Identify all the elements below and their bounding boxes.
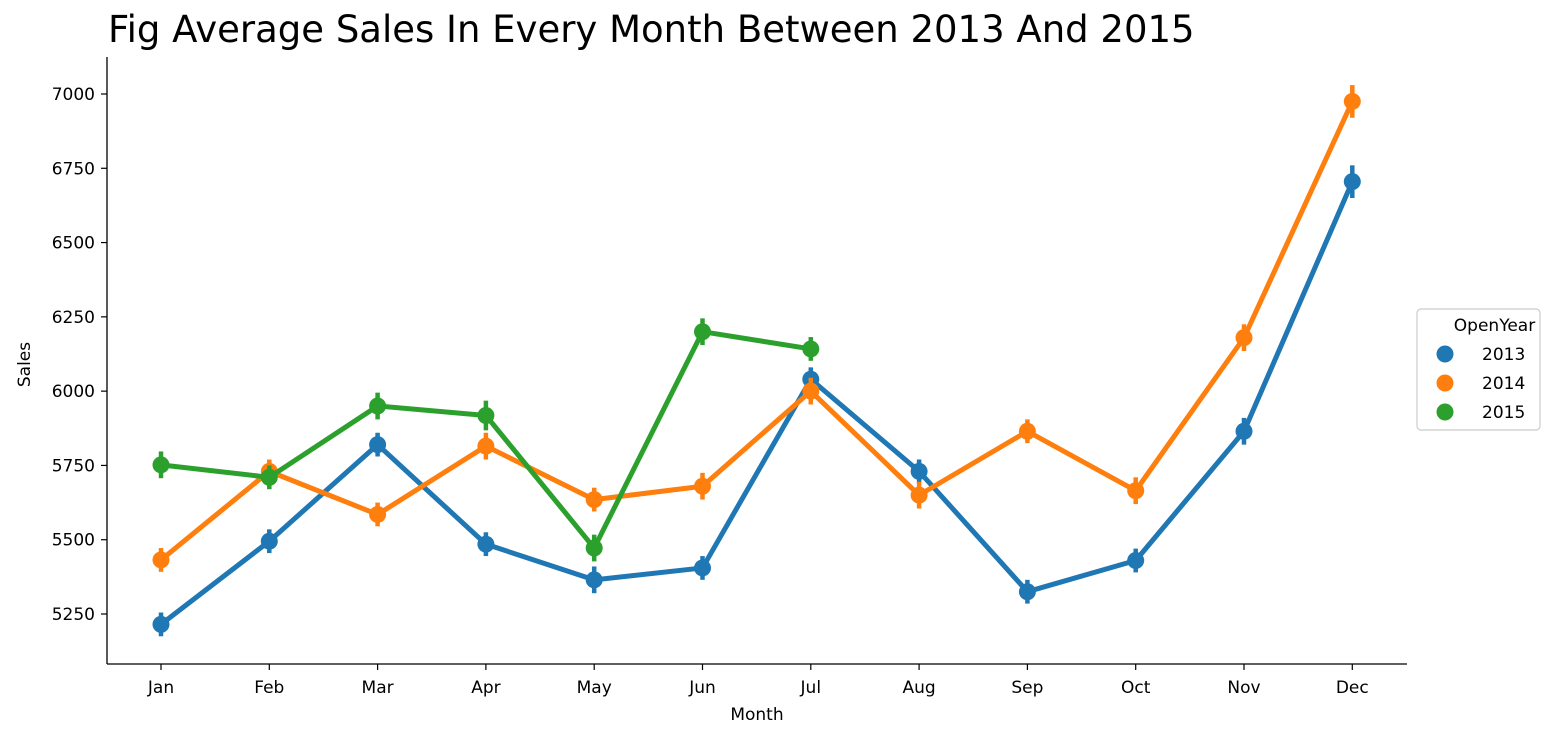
x-tick-label: Jan xyxy=(147,678,174,698)
data-point xyxy=(1018,422,1036,440)
y-tick-label: 5500 xyxy=(52,531,95,551)
data-point xyxy=(260,468,278,486)
data-point xyxy=(802,382,820,400)
legend-marker-2015 xyxy=(1436,403,1454,421)
y-tick-label: 7000 xyxy=(52,85,95,105)
data-point xyxy=(477,437,495,455)
y-tick-label: 6000 xyxy=(52,382,95,402)
legend-label-2014: 2014 xyxy=(1482,374,1525,394)
axes: 5250 5500 5750 6000 6250 6500 6750 7000 Jan Feb Ma… xyxy=(15,57,1407,725)
legend: OpenYear 2013 2014 2015 xyxy=(1416,308,1541,431)
x-tick-label: Feb xyxy=(254,678,284,698)
x-tick-label: Aug xyxy=(902,678,935,698)
x-tick-label: Nov xyxy=(1227,678,1260,698)
data-point xyxy=(694,323,711,341)
data-point xyxy=(1127,482,1145,500)
data-point xyxy=(369,397,387,415)
legend-marker-2013 xyxy=(1436,345,1454,363)
data-point xyxy=(1343,173,1361,191)
x-axis-label: Month xyxy=(730,705,783,725)
data-point xyxy=(694,477,711,495)
data-point xyxy=(1343,92,1361,110)
y-tick-label: 5750 xyxy=(52,456,95,476)
data-point xyxy=(910,486,928,504)
chart-title: Fig Average Sales In Every Month Between… xyxy=(108,8,1195,51)
x-tick-label: Dec xyxy=(1336,678,1369,698)
data-point xyxy=(152,551,170,569)
data-point xyxy=(477,407,495,425)
series-2013 xyxy=(152,165,1361,637)
data-point xyxy=(369,436,387,454)
y-tick-label: 6250 xyxy=(52,308,95,328)
y-tick-label: 5250 xyxy=(52,605,95,625)
data-point xyxy=(1235,329,1253,347)
data-point xyxy=(1127,552,1145,570)
series-line-2013 xyxy=(158,179,1355,627)
legend-title: OpenYear xyxy=(1454,316,1535,336)
data-point xyxy=(694,559,711,577)
series-line-2014 xyxy=(158,98,1355,563)
x-tick-label: Jul xyxy=(800,678,822,698)
data-point xyxy=(802,340,820,358)
data-point xyxy=(1018,583,1036,601)
data-point xyxy=(910,462,928,480)
x-tick-label: Sep xyxy=(1011,678,1043,698)
x-tick-label: Oct xyxy=(1121,678,1151,698)
x-tick-label: Apr xyxy=(471,678,500,698)
x-tick-label: Jun xyxy=(688,678,716,698)
legend-marker-2014 xyxy=(1436,374,1454,392)
data-point xyxy=(369,505,387,523)
data-point xyxy=(477,535,495,553)
x-tick-label: Mar xyxy=(362,678,394,698)
data-point xyxy=(585,539,603,557)
y-tick-label: 6500 xyxy=(52,234,95,254)
legend-box xyxy=(1416,308,1541,431)
x-tick-label: May xyxy=(577,678,612,698)
y-axis-label: Sales xyxy=(15,342,35,387)
data-point xyxy=(260,532,278,550)
series-2014 xyxy=(152,85,1361,572)
y-tick-label: 6750 xyxy=(52,159,95,179)
legend-label-2015: 2015 xyxy=(1482,403,1525,423)
data-point xyxy=(585,571,603,589)
data-point xyxy=(585,491,603,509)
legend-label-2013: 2013 xyxy=(1482,345,1525,365)
series-2015 xyxy=(152,318,820,562)
series-layer xyxy=(152,85,1361,637)
data-point xyxy=(152,456,170,474)
data-point xyxy=(152,615,170,633)
data-point xyxy=(1235,422,1253,440)
